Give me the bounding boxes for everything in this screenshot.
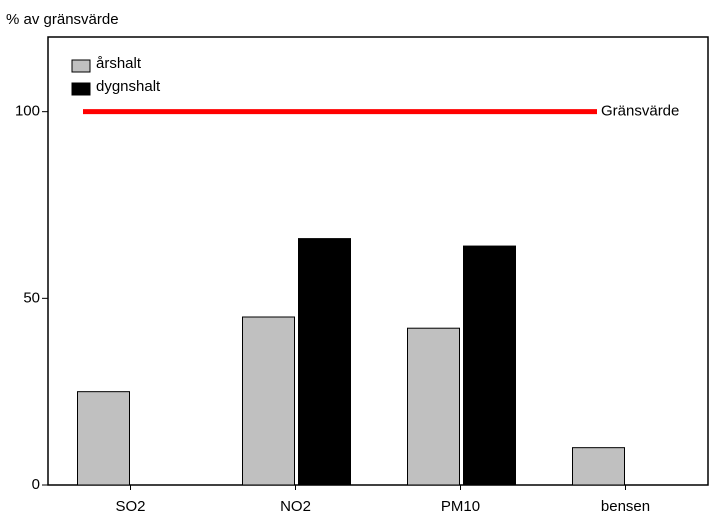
y-tick-label: 50 — [23, 289, 40, 306]
y-tick-label: 0 — [32, 476, 40, 493]
x-tick-label: SO2 — [115, 498, 145, 515]
plot-frame — [47, 36, 709, 486]
legend-label: dygnshalt — [96, 78, 161, 95]
bar — [77, 391, 130, 486]
bar — [572, 447, 625, 486]
bar — [407, 327, 460, 486]
x-tick-label: bensen — [601, 498, 650, 515]
x-tick-label: NO2 — [280, 498, 311, 515]
reference-label: Gränsvärde — [601, 103, 679, 120]
y-tick-label: 100 — [15, 103, 40, 120]
y-axis-title: % av gränsvärde — [6, 11, 119, 28]
legend-label: årshalt — [96, 55, 142, 72]
bar — [242, 316, 295, 486]
bar — [463, 245, 516, 486]
legend-swatch — [71, 82, 91, 96]
x-tick-label: PM10 — [441, 498, 480, 515]
legend-swatch — [71, 59, 91, 73]
bar — [298, 238, 351, 486]
